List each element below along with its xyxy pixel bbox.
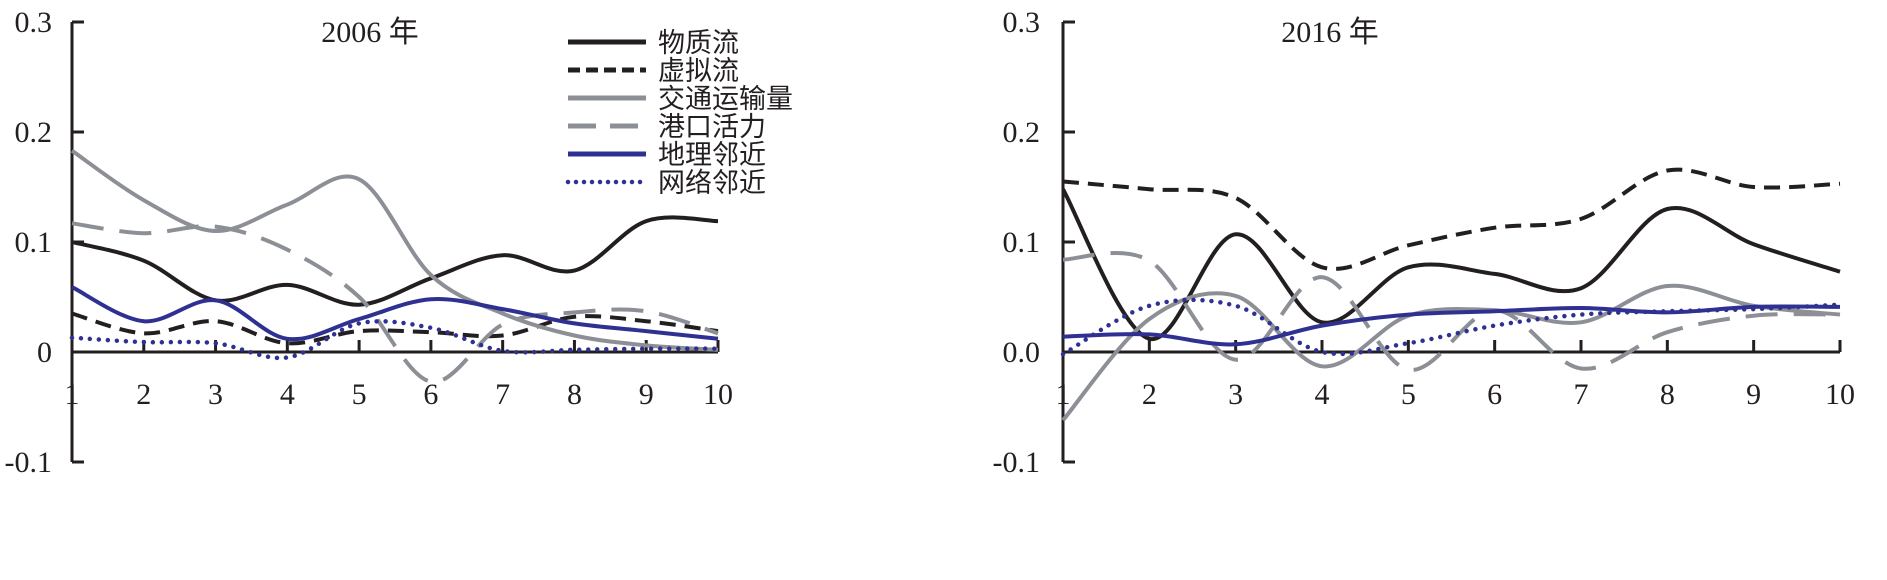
x-tick-label: 10 (703, 378, 733, 411)
legend-label: 网络邻近 (658, 168, 766, 198)
legend-label: 港口活力 (658, 112, 766, 142)
series-line-3 (70, 149, 719, 352)
series-line-6 (69, 319, 721, 361)
x-tick-label: 8 (567, 378, 582, 411)
chart-title: 2016 年 (1281, 16, 1379, 49)
legend-label: 交通运输量 (658, 84, 793, 114)
y-tick-label: 0.2 (1003, 116, 1041, 149)
legend-label: 地理邻近 (658, 140, 766, 170)
y-tick-label: 0.3 (1003, 6, 1041, 39)
x-tick-label: 2 (136, 378, 151, 411)
y-tick-label: -0.1 (5, 446, 53, 479)
x-tick-label: 7 (1574, 378, 1589, 411)
series-line-5 (71, 285, 719, 342)
series-line-6 (1060, 297, 1843, 357)
series-line-2 (71, 311, 719, 346)
y-tick-label: 0.0 (1003, 336, 1041, 369)
x-tick-label: 2 (1142, 378, 1157, 411)
y-tick-label: 0.1 (15, 226, 53, 259)
series-line-4 (71, 221, 719, 384)
x-tick-label: 5 (1401, 378, 1416, 411)
x-tick-label: 1 (1056, 378, 1071, 411)
y-tick-label: 0.3 (15, 6, 53, 39)
legend-label: 虚拟流 (658, 56, 739, 86)
x-tick-label: 5 (352, 378, 367, 411)
x-tick-label: 6 (1487, 378, 1502, 411)
x-tick-label: 8 (1660, 378, 1675, 411)
x-tick-label: 1 (65, 378, 80, 411)
series-line-2 (1062, 167, 1841, 271)
y-tick-label: 0 (37, 336, 52, 369)
chart-panel-2016: 0.3 0.2 0.1 0.0 -0.1 1 2 3 4 5 6 7 8 9 10 2016 年 (993, 6, 1856, 479)
x-tick-label: 9 (1746, 378, 1761, 411)
x-tick-label: 4 (280, 378, 295, 411)
x-tick-label: 6 (423, 378, 438, 411)
y-tick-label: 0.1 (1003, 226, 1041, 259)
legend-label: 物质流 (658, 28, 739, 58)
chart-title: 2006 年 (321, 16, 419, 49)
x-tick-label: 7 (495, 378, 510, 411)
series-line-1 (71, 215, 719, 307)
x-tick-label: 3 (208, 378, 223, 411)
y-tick-label: -0.1 (993, 446, 1041, 479)
series-line-4 (1062, 251, 1841, 372)
x-tick-label: 4 (1315, 378, 1330, 411)
chart-panel-2006: 0.3 0.2 0.1 0 -0.1 1 2 3 4 5 6 7 8 9 10 2006 年 物质流虚拟流交通运… (5, 6, 794, 479)
x-tick-label: 9 (639, 378, 654, 411)
y-tick-label: 0.2 (15, 116, 53, 149)
x-tick-label: 10 (1825, 378, 1855, 411)
series-line-1 (1061, 188, 1841, 341)
x-tick-label: 3 (1228, 378, 1243, 411)
